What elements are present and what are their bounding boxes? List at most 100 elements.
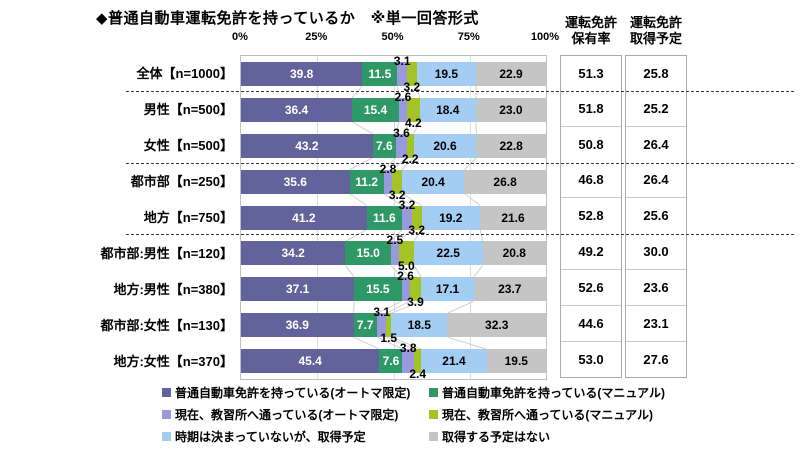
segment-value-label: 41.2 — [292, 210, 316, 225]
stacked-bar: 43.2 7.6 20.6 22.8 — [241, 133, 546, 158]
stacked-bar: 41.2 11.6 19.2 21.6 — [241, 205, 546, 230]
bar-row: 3.6 2.2 43.2 7.6 20.6 22.8 — [241, 125, 546, 165]
rate-cell: 44.6 — [561, 306, 621, 342]
legend-item: 普通自動車免許を持っている(オートマ限定) — [162, 384, 429, 401]
x-axis: 0% 25% 50% 75% 100% — [232, 31, 559, 48]
segment-value-label: 3.2 — [403, 79, 421, 94]
license-rate-column: 51.3 51.8 50.8 46.8 52.8 49.2 52.6 44.6 53.0 — [560, 55, 622, 378]
bar-segment: 43.2 — [241, 133, 373, 158]
bar-segment: 32.3 — [447, 313, 546, 338]
segment-value-label: 7.6 — [375, 138, 393, 153]
bar-segment: 18.4 — [419, 97, 476, 122]
plan-cell: 26.4 — [626, 162, 686, 199]
segment-value-label: 4.2 — [404, 115, 422, 130]
segment-value-label: 34.2 — [281, 246, 305, 261]
group-separator — [126, 90, 794, 92]
bar-segment — [397, 61, 407, 86]
stacked-bar: 35.6 11.2 20.4 26.8 — [241, 169, 546, 194]
segment-value-label: 17.1 — [435, 282, 460, 297]
bar-segment — [386, 313, 392, 338]
legend-label: 普通自動車免許を持っている(オートマ限定) — [175, 386, 411, 400]
segment-value-label: 20.6 — [433, 138, 457, 153]
bar-segment — [411, 205, 422, 230]
bar-segment — [398, 97, 407, 122]
rate-cell: 52.6 — [561, 270, 621, 306]
legend-swatch — [162, 388, 171, 397]
legend-label: 取得する予定はない — [442, 430, 551, 444]
segment-value-label: 22.8 — [499, 138, 523, 153]
segment-value-label: 22.9 — [499, 66, 523, 81]
chart-title: ◆普通自動車運転免許を持っているか ※単一回答形式 — [96, 10, 479, 27]
bar-segment — [377, 313, 387, 338]
segment-value-label: 3.9 — [407, 295, 424, 310]
segment-value-label: 36.4 — [284, 102, 309, 117]
bar-segment — [392, 169, 403, 194]
segment-value-label: 11.2 — [355, 174, 378, 189]
bar-segment: 7.6 — [379, 349, 403, 374]
legend-swatch — [162, 432, 171, 441]
bar-segment: 21.4 — [421, 349, 487, 374]
bar-segment: 35.6 — [241, 169, 350, 194]
segment-value-label: 5.0 — [397, 259, 415, 274]
segment-value-label: 3.6 — [393, 125, 410, 140]
plan-cell: 30.0 — [626, 234, 686, 270]
bar-segment — [406, 133, 414, 158]
legend-label: 普通自動車免許を持っている(マニュアル) — [442, 386, 666, 400]
rate-cell: 51.8 — [561, 91, 621, 128]
plot-area: 3.1 3.2 39.8 11.5 19.5 22.9 2.6 4.2 36.4 15.4 18.4… — [240, 55, 547, 380]
rate-cell: 51.3 — [578, 66, 604, 82]
stacked-bar: 36.4 15.4 18.4 23.0 — [241, 97, 546, 122]
bar-segment — [414, 349, 422, 374]
x-tick-label: 100% — [530, 31, 560, 43]
license-rate-header: 運転免許 保有率 — [564, 15, 617, 46]
x-tick-label: 25% — [305, 31, 328, 43]
bar-row: 3.1 1.5 36.9 7.7 18.5 32.3 — [241, 306, 546, 344]
bar-rows: 3.1 3.2 39.8 11.5 19.5 22.9 2.6 4.2 36.4 15.4 18.4… — [241, 54, 546, 382]
category-label: 都市部:女性【n=130】 — [100, 317, 233, 333]
legend-swatch — [162, 410, 171, 419]
bar-segment: 37.1 — [241, 277, 355, 302]
rate-cell: 53.0 — [578, 351, 604, 367]
bar-segment — [409, 277, 422, 302]
acquire-plan-column: 25.8 25.2 26.4 26.4 25.6 30.0 23.6 23.1 27.6 — [625, 55, 687, 378]
bar-row: 3.1 3.2 39.8 11.5 19.5 22.9 — [241, 54, 546, 94]
segment-value-label: 19.2 — [439, 210, 463, 225]
bar-segment — [395, 133, 407, 158]
segment-value-label: 15.4 — [363, 102, 388, 117]
segment-value-label: 2.8 — [379, 161, 397, 176]
bar-segment: 34.2 — [241, 241, 346, 266]
segment-value-label: 20.4 — [421, 174, 445, 189]
legend-item: 現在、教習所へ通っている(マニュアル) — [429, 406, 665, 423]
category-labels: 全体【n=1000】 男性【n=500】 女性【n=500】 都市部【n=250】 地方… — [0, 55, 233, 378]
group-separator — [126, 234, 794, 236]
segment-value-label: 36.9 — [285, 318, 309, 333]
bar-row: 3.8 2.4 45.4 7.6 21.4 19.5 — [241, 342, 546, 382]
segment-value-label: 2.4 — [409, 367, 427, 382]
bar-segment: 11.5 — [362, 61, 398, 86]
bar-segment — [402, 205, 412, 230]
bar-segment: 22.9 — [476, 61, 546, 86]
segment-value-label: 3.1 — [393, 54, 411, 68]
x-tick-label: 0% — [232, 31, 248, 43]
plan-cell: 26.4 — [643, 137, 669, 153]
segment-value-label: 39.8 — [290, 66, 314, 81]
plan-cell: 25.8 — [643, 66, 669, 82]
category-label: 女性【n=500】 — [143, 138, 233, 154]
bar-segment: 20.8 — [482, 241, 546, 266]
plan-cell: 23.6 — [626, 270, 686, 306]
legend-item: 時期は決まっていないが、取得予定 — [162, 428, 429, 445]
stacked-bar: 37.1 15.5 17.1 23.7 — [241, 277, 546, 302]
segment-value-label: 2.5 — [386, 233, 404, 248]
bar-segment: 22.8 — [476, 133, 546, 158]
series-connector-lines — [344, 85, 487, 350]
segment-value-label: 22.5 — [436, 246, 460, 261]
category-label: 男性【n=500】 — [143, 102, 233, 118]
rate-cell: 46.8 — [561, 162, 621, 199]
bar-segment: 22.5 — [413, 241, 483, 266]
legend-item: 取得する予定はない — [429, 428, 665, 445]
segment-value-label: 23.0 — [499, 102, 523, 117]
legend-swatch — [429, 388, 438, 397]
bar-segment — [406, 61, 417, 86]
category-label: 地方:女性【n=370】 — [113, 353, 233, 369]
bar-segment: 36.4 — [241, 97, 353, 122]
